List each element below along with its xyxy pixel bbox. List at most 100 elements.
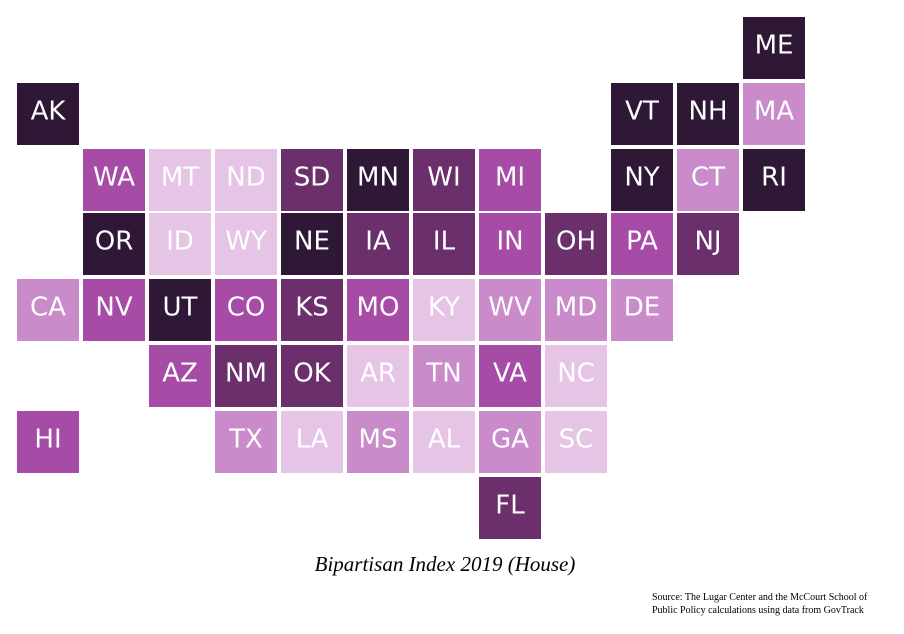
state-tile xyxy=(479,411,541,473)
state-label: FL xyxy=(495,491,525,521)
state-tile xyxy=(215,345,277,407)
state-tile xyxy=(281,279,343,341)
state-tile xyxy=(281,149,343,211)
state-tile xyxy=(83,279,145,341)
map-title: Bipartisan Index 2019 (House) xyxy=(315,552,576,576)
state-label: NH xyxy=(689,97,728,127)
state-tile xyxy=(611,213,673,275)
state-label: MO xyxy=(357,293,400,323)
state-tile xyxy=(149,213,211,275)
state-tile xyxy=(479,345,541,407)
state-tile xyxy=(677,149,739,211)
state-tile xyxy=(413,149,475,211)
state-label: VT xyxy=(625,97,659,127)
state-label: PA xyxy=(626,227,658,257)
state-tile xyxy=(479,477,541,539)
state-label: KS xyxy=(295,293,329,323)
state-label: GA xyxy=(491,425,529,455)
state-label: NJ xyxy=(694,227,721,257)
state-tile xyxy=(149,149,211,211)
state-label: OR xyxy=(95,227,134,257)
state-tile xyxy=(281,345,343,407)
state-label: ID xyxy=(166,227,194,257)
state-tile xyxy=(149,279,211,341)
state-label: HI xyxy=(34,425,61,455)
state-tile xyxy=(479,149,541,211)
state-label: TX xyxy=(228,425,263,455)
state-label: NY xyxy=(624,163,659,193)
state-label: SC xyxy=(559,425,594,455)
state-tile xyxy=(479,213,541,275)
source-line: Public Policy calculations using data fr… xyxy=(652,605,864,616)
state-label: VA xyxy=(493,359,527,389)
state-label: OK xyxy=(293,359,331,389)
state-label: NM xyxy=(225,359,267,389)
state-tile xyxy=(281,411,343,473)
state-label: NC xyxy=(557,359,595,389)
state-label: SD xyxy=(294,163,331,193)
state-tile xyxy=(215,411,277,473)
state-label: AZ xyxy=(162,359,198,389)
state-tile xyxy=(413,213,475,275)
state-label: NV xyxy=(95,293,132,323)
state-label: RI xyxy=(761,163,787,193)
state-tile xyxy=(83,149,145,211)
state-tile xyxy=(347,345,409,407)
state-tile xyxy=(347,279,409,341)
state-tile xyxy=(743,83,805,145)
state-label: MN xyxy=(357,163,399,193)
state-label: LA xyxy=(296,425,329,455)
state-tile xyxy=(413,279,475,341)
state-tile xyxy=(149,345,211,407)
state-tile xyxy=(611,149,673,211)
state-tile xyxy=(677,213,739,275)
state-label: ND xyxy=(226,163,265,193)
state-tile xyxy=(677,83,739,145)
state-label: IA xyxy=(365,227,391,257)
state-tile xyxy=(743,17,805,79)
state-tile xyxy=(281,213,343,275)
state-label: WA xyxy=(93,163,135,193)
state-tile xyxy=(545,411,607,473)
state-tile xyxy=(545,279,607,341)
state-label: AR xyxy=(360,359,396,389)
state-label: CT xyxy=(691,163,725,193)
state-label: TN xyxy=(425,359,461,389)
state-label: KY xyxy=(428,293,460,323)
state-label: CO xyxy=(227,293,266,323)
state-label: MT xyxy=(161,163,199,193)
state-label: NE xyxy=(294,227,330,257)
state-label: WI xyxy=(427,163,460,193)
state-label: AK xyxy=(31,97,67,127)
state-tile xyxy=(743,149,805,211)
source-line: Source: The Lugar Center and the McCourt… xyxy=(652,592,868,603)
state-tile xyxy=(17,83,79,145)
state-label: WY xyxy=(225,227,267,257)
state-label: AL xyxy=(428,425,461,455)
state-tile xyxy=(545,345,607,407)
state-tile xyxy=(611,279,673,341)
state-label: MA xyxy=(754,97,794,127)
state-tile xyxy=(479,279,541,341)
state-label: MS xyxy=(359,425,398,455)
state-tile xyxy=(413,345,475,407)
state-tile xyxy=(347,149,409,211)
state-tile xyxy=(347,411,409,473)
state-label: WV xyxy=(488,293,532,323)
state-tile xyxy=(17,279,79,341)
state-label: MD xyxy=(555,293,597,323)
state-label: CA xyxy=(30,293,66,323)
state-label: UT xyxy=(163,293,198,323)
state-tile xyxy=(215,149,277,211)
state-tile xyxy=(17,411,79,473)
state-tile xyxy=(545,213,607,275)
state-label: ME xyxy=(755,31,794,61)
state-label: IN xyxy=(496,227,523,257)
state-tile xyxy=(413,411,475,473)
state-label: MI xyxy=(495,163,525,193)
state-tile xyxy=(215,279,277,341)
state-tile xyxy=(215,213,277,275)
state-label: DE xyxy=(624,293,660,323)
state-label: OH xyxy=(556,227,596,257)
